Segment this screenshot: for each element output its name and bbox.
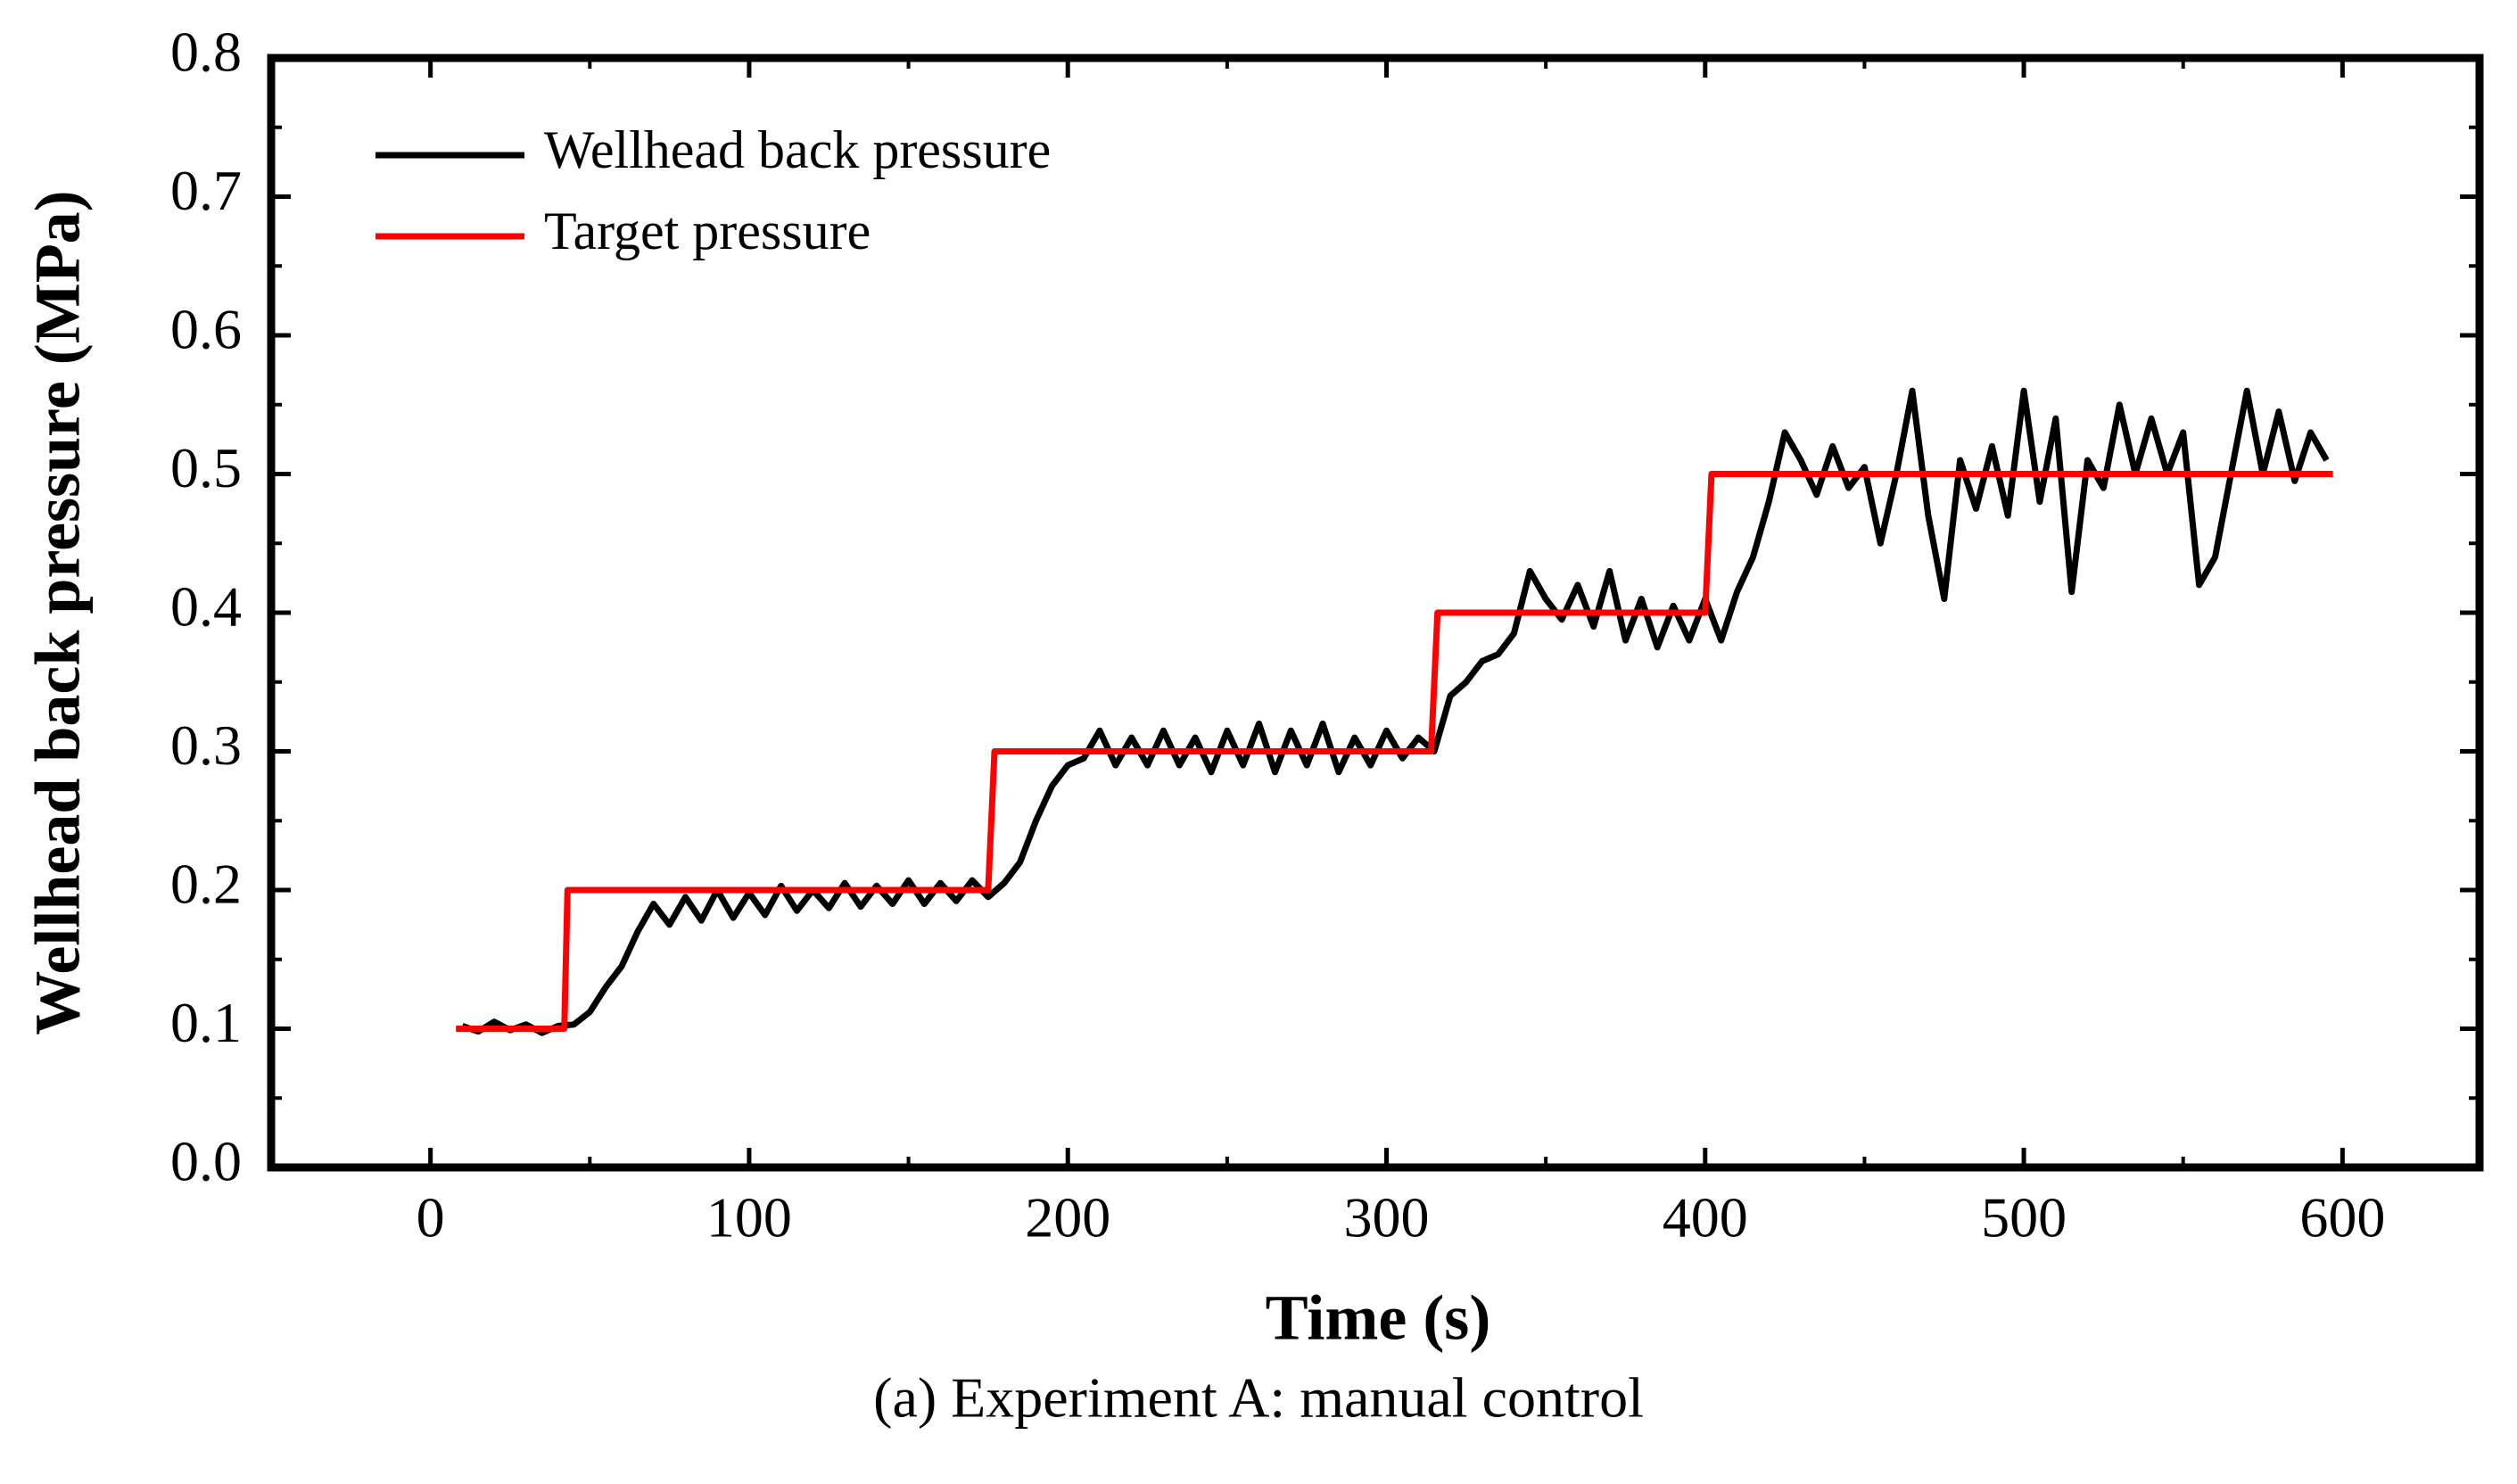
y-tick-label: 0.1: [170, 991, 242, 1054]
line-series: [456, 471, 2333, 1032]
x-tick-label: 200: [1025, 1186, 1110, 1249]
y-tick-label: 0.4: [170, 575, 242, 639]
caption: (a) Experiment A: manual control: [873, 1366, 1644, 1430]
y-axis-title: Wellhead back pressure (MPa): [22, 190, 94, 1035]
y-tick-label: 0.6: [170, 298, 242, 361]
x-tick-label: 600: [2299, 1186, 2385, 1249]
x-tick-label: 300: [1344, 1186, 1430, 1249]
y-tick-label: 0.3: [170, 713, 242, 777]
y-tick-label: 0.8: [170, 21, 242, 84]
x-tick-label: 500: [1981, 1186, 2067, 1249]
y-tick-label: 0.5: [170, 436, 242, 499]
legend-label: Wellhead back pressure: [544, 120, 1051, 179]
line-series: [461, 387, 2330, 1036]
y-tick-label: 0.2: [170, 853, 242, 916]
plot-frame: [267, 54, 2484, 1172]
legend-label: Target pressure: [544, 202, 871, 260]
x-tick-label: 100: [706, 1186, 792, 1249]
x-tick-label: 400: [1663, 1186, 1748, 1249]
x-axis-title: Time (s): [1266, 1282, 1491, 1354]
y-tick-label: 0.0: [170, 1130, 242, 1193]
x-tick-label: 0: [417, 1186, 445, 1249]
y-tick-label: 0.7: [170, 159, 242, 222]
